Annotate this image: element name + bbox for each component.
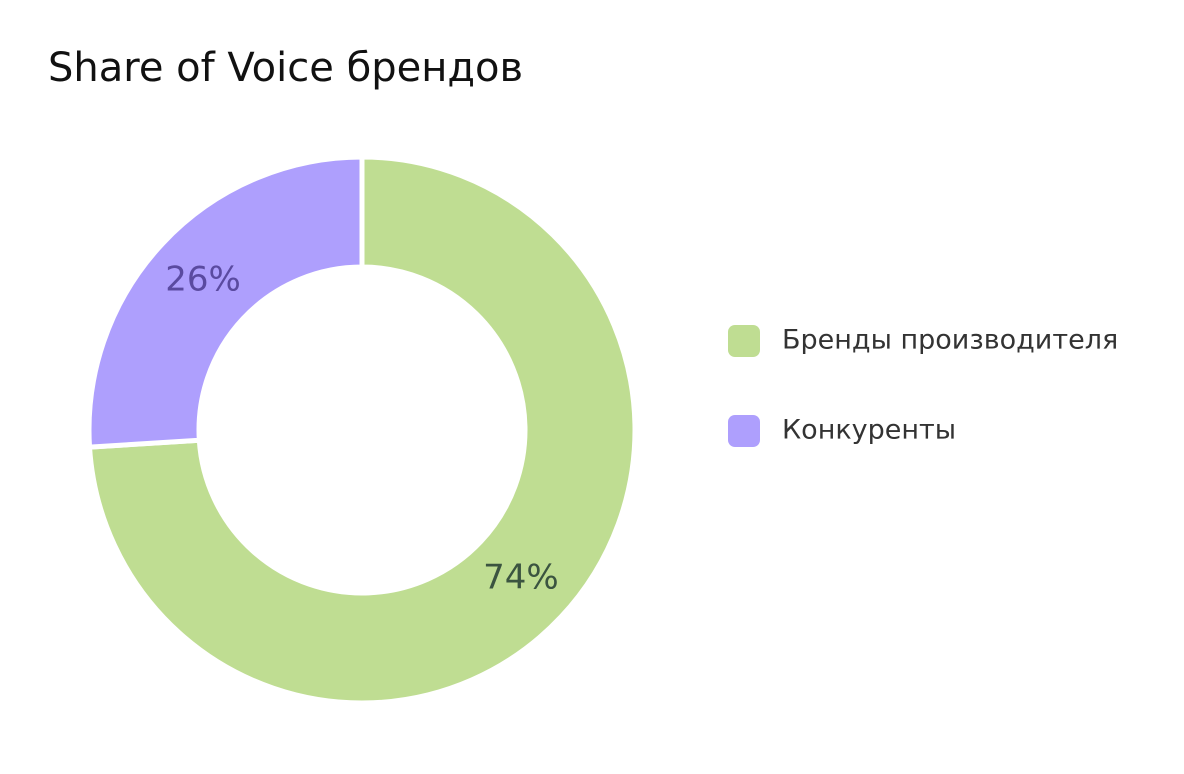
legend-label: Бренды производителя [782,325,1118,356]
chart-title: Share of Voice брендов [48,45,523,91]
legend-swatch [728,415,760,447]
value-label: 26% [165,259,241,299]
value-label: 74% [483,558,559,598]
legend-swatch [728,325,760,357]
donut-segment [86,154,365,450]
legend-label: Конкуренты [782,415,956,446]
donut-segment [87,154,638,706]
